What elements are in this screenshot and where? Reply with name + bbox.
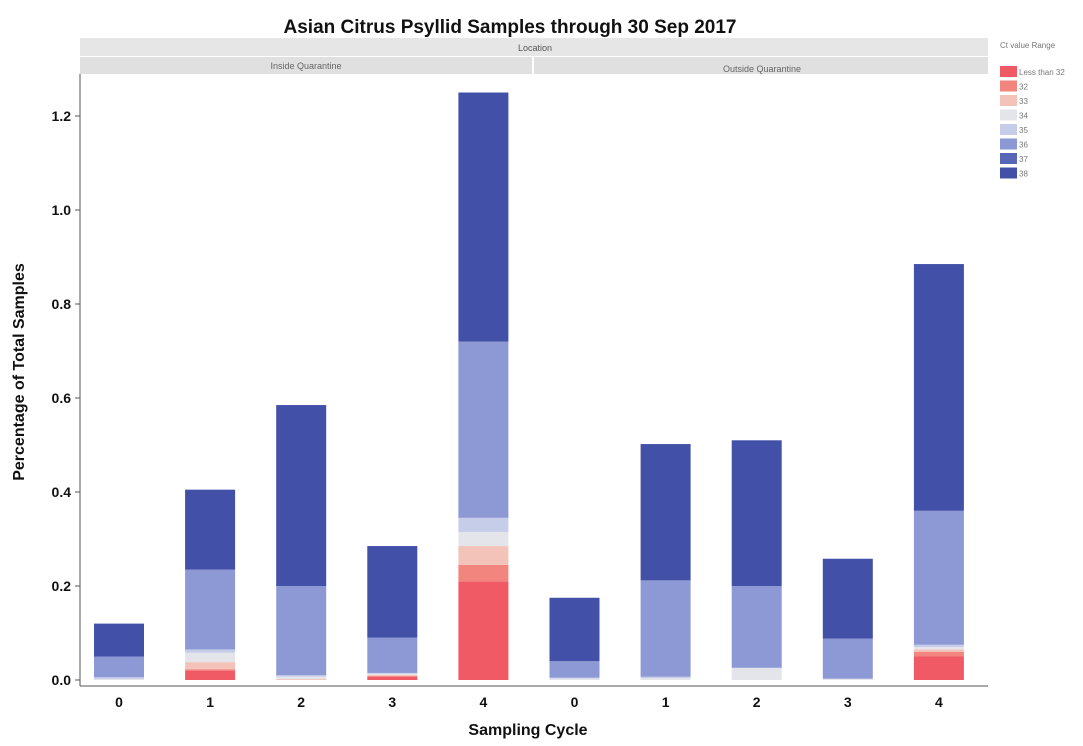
bar-segment	[550, 598, 600, 661]
bar-segment	[458, 532, 508, 546]
bar-segment	[367, 638, 417, 673]
bar-segment	[823, 679, 873, 680]
bar-segment	[458, 546, 508, 565]
bar-segment	[550, 661, 600, 677]
bar-segment	[367, 676, 417, 677]
bar-segment	[732, 586, 782, 668]
bar-segment	[641, 444, 691, 580]
bar-segment	[367, 675, 417, 676]
bar-segment	[641, 677, 691, 678]
y-tick-label: 0.4	[52, 484, 72, 500]
bar-segment	[914, 264, 964, 511]
legend-swatch	[1000, 66, 1017, 77]
bar-segment	[641, 678, 691, 680]
location-header: Location Inside Quarantine Outside Quara…	[80, 38, 988, 74]
bar-segment	[458, 518, 508, 532]
bar-segment	[914, 645, 964, 647]
bar-segment	[550, 678, 600, 679]
legend-swatch	[1000, 110, 1017, 121]
y-tick-label: 0.6	[52, 390, 72, 406]
bar-segment	[823, 559, 873, 639]
y-axis-ticks: 0.0 0.2 0.4 0.6 0.8 1.0 1.2	[52, 108, 80, 688]
bars	[94, 93, 964, 681]
bar-segment	[367, 546, 417, 638]
x-tick-label: 3	[388, 694, 396, 710]
bar-segment	[185, 671, 235, 680]
bar-segment	[914, 657, 964, 681]
legend-entry-label: 33	[1019, 97, 1028, 106]
bar-segment	[185, 662, 235, 669]
x-tick-label: 0	[115, 694, 123, 710]
legend-entry-label: 35	[1019, 126, 1028, 135]
y-tick-label: 0.0	[52, 672, 72, 688]
bar-segment	[458, 342, 508, 518]
bar-segment	[458, 93, 508, 342]
chart-title: Asian Citrus Psyllid Samples through 30 …	[284, 17, 737, 38]
bar-segment	[94, 657, 144, 678]
bar-segment	[276, 675, 326, 676]
y-axis-label: Percentage of Total Samples	[11, 263, 28, 481]
x-axis-label: Sampling Cycle	[468, 722, 587, 739]
bar-segment	[185, 669, 235, 670]
group-header-inside: Inside Quarantine	[270, 61, 341, 71]
legend-title: Ct value Range	[1000, 41, 1056, 50]
x-tick-label: 3	[844, 694, 852, 710]
legend-swatch	[1000, 95, 1017, 106]
bar-segment	[914, 511, 964, 645]
bar-segment	[641, 580, 691, 676]
group-header-outside: Outside Quarantine	[723, 64, 801, 74]
y-tick-label: 1.0	[52, 202, 72, 218]
bar-segment	[914, 647, 964, 649]
x-tick-label: 2	[753, 694, 761, 710]
legend-swatch	[1000, 81, 1017, 92]
x-tick-label: 0	[571, 694, 579, 710]
bar-segment	[823, 639, 873, 679]
bar-segment	[94, 677, 144, 679]
bar-segment	[94, 679, 144, 680]
legend-entry-label: 34	[1019, 112, 1028, 121]
legend-entry-label: 37	[1019, 155, 1028, 164]
bar-segment	[550, 679, 600, 680]
location-header-label: Location	[518, 43, 552, 53]
y-tick-label: 0.2	[52, 578, 72, 594]
x-axis-ticks: 0 1 2 3 4 0 1 2 3 4	[115, 694, 943, 710]
legend-entry-label: Less than 32	[1019, 68, 1065, 77]
bar-segment	[458, 581, 508, 680]
legend-entry-label: 38	[1019, 170, 1028, 179]
legend-swatch	[1000, 153, 1017, 164]
bar-segment	[276, 405, 326, 586]
bar-segment	[914, 649, 964, 651]
bar-segment	[185, 570, 235, 650]
bar-segment	[185, 653, 235, 662]
legend-swatch	[1000, 139, 1017, 150]
x-tick-label: 4	[935, 694, 943, 710]
legend-swatch	[1000, 124, 1017, 135]
x-tick-label: 1	[206, 694, 214, 710]
y-tick-label: 0.8	[52, 296, 72, 312]
bar-segment	[458, 565, 508, 581]
bar-segment	[185, 490, 235, 570]
legend: Ct value Range Less than 32 32 33 34 35 36 37 3…	[1000, 41, 1065, 179]
legend-swatch	[1000, 168, 1017, 179]
bar-segment	[732, 440, 782, 586]
bar-segment	[94, 624, 144, 657]
x-tick-label: 4	[480, 694, 488, 710]
y-tick-label: 1.2	[52, 108, 72, 124]
x-tick-label: 2	[297, 694, 305, 710]
legend-entry-label: 32	[1019, 83, 1028, 92]
bar-segment	[367, 673, 417, 674]
bar-segment	[276, 586, 326, 675]
bar-segment	[276, 677, 326, 679]
legend-entry-label: 36	[1019, 141, 1028, 150]
bar-segment	[914, 652, 964, 657]
x-tick-label: 1	[662, 694, 670, 710]
bar-segment	[185, 649, 235, 652]
bar-segment	[276, 679, 326, 680]
bar-segment	[732, 668, 782, 680]
bar-segment	[367, 677, 417, 680]
bar-segment	[367, 674, 417, 675]
